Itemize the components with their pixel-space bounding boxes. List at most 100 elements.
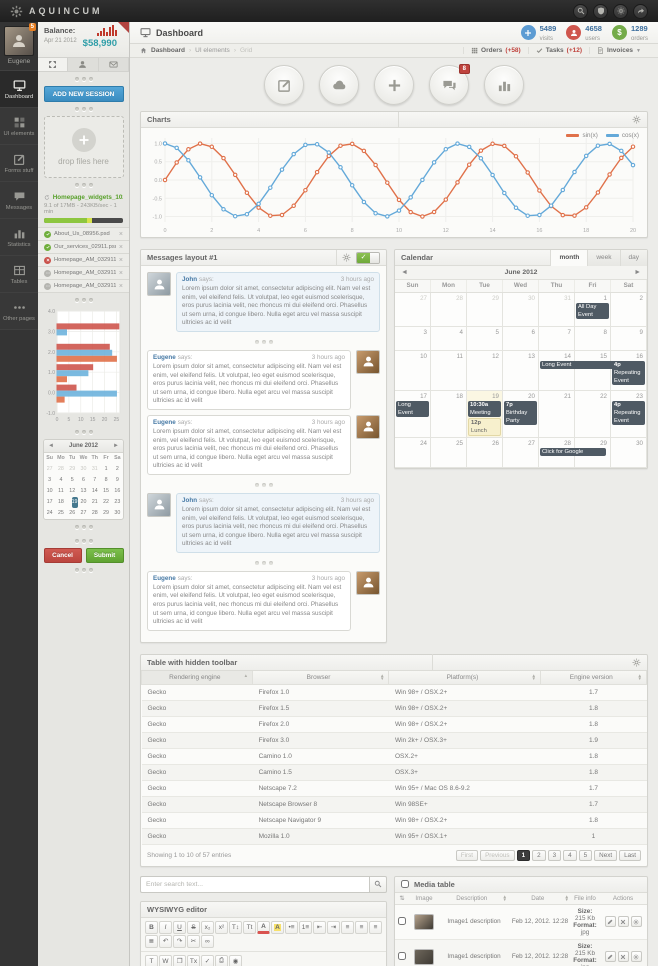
- calendar-tab-day[interactable]: day: [619, 249, 647, 266]
- page-button-5[interactable]: 5: [578, 849, 593, 861]
- calendar-day-cell[interactable]: 1 All Day Event: [575, 293, 611, 327]
- mini-calendar-day[interactable]: 17: [46, 499, 53, 505]
- share-button[interactable]: [633, 3, 648, 19]
- calendar-day-cell[interactable]: 13: [503, 351, 539, 391]
- quicklink-orders[interactable]: Orders (+58): [463, 47, 528, 54]
- mini-calendar-day[interactable]: 4: [59, 477, 63, 483]
- calendar-day-cell[interactable]: 3: [395, 327, 431, 351]
- calendar-day-cell[interactable]: 18: [431, 391, 467, 438]
- calendar-day-cell[interactable]: 19 10:30a Meeting 12p Lunch: [467, 391, 503, 438]
- delete-button[interactable]: [617, 916, 629, 928]
- sidebar-tab-person[interactable]: [68, 58, 99, 71]
- calendar-day-cell[interactable]: 27: [395, 293, 431, 327]
- remove-file-button[interactable]: ×: [118, 256, 123, 264]
- gear-icon[interactable]: [632, 658, 641, 667]
- search-button[interactable]: [573, 3, 588, 19]
- calendar-day-cell[interactable]: 21: [539, 391, 575, 438]
- calendar-day-cell[interactable]: 6: [503, 327, 539, 351]
- prev-month-arrow[interactable]: ◄: [48, 443, 54, 449]
- calendar-day-cell[interactable]: 24: [395, 438, 431, 468]
- mini-calendar-day[interactable]: 29: [103, 510, 110, 516]
- calendar-event[interactable]: 4p Repeating Event: [612, 361, 645, 385]
- next-month-arrow[interactable]: ►: [634, 269, 641, 276]
- mini-calendar-day[interactable]: 23: [114, 499, 121, 505]
- mini-calendar-day[interactable]: 14: [91, 488, 98, 494]
- remove-file-button[interactable]: ×: [118, 269, 123, 277]
- column-header-image[interactable]: Image: [409, 892, 439, 905]
- table-row[interactable]: Gecko Camino 1.5 OSX.3+ 1.8: [141, 764, 647, 781]
- edit-button[interactable]: [604, 916, 616, 928]
- mini-calendar-day[interactable]: 21: [91, 499, 98, 505]
- column-header-platform-s-[interactable]: Platform(s) ▲ ▼: [388, 670, 541, 685]
- page-button-1[interactable]: 1: [516, 849, 531, 861]
- mini-calendar-day[interactable]: 16: [114, 488, 121, 494]
- mini-calendar-day[interactable]: 19: [71, 497, 78, 508]
- media-description-link[interactable]: Image1 description: [439, 904, 509, 940]
- quicklink-invoices[interactable]: Invoices ▼: [589, 47, 648, 54]
- cut-button[interactable]: ✂: [187, 934, 200, 948]
- align-center-button[interactable]: ≡: [355, 920, 368, 934]
- calendar-day-cell[interactable]: 7: [539, 327, 575, 351]
- table-row[interactable]: Gecko Netscape Navigator 9 Win 98+ / OSX.2…: [141, 812, 647, 829]
- calendar-day-cell[interactable]: 30: [503, 293, 539, 327]
- breadcrumb-item[interactable]: Dashboard: [151, 47, 185, 54]
- undo-button[interactable]: ↶: [159, 934, 172, 948]
- cancel-button[interactable]: Cancel: [43, 548, 82, 563]
- calendar-event[interactable]: 12p Lunch: [468, 418, 501, 436]
- column-header-rendering-engine[interactable]: Rendering engine ▲: [140, 670, 254, 685]
- mini-calendar-day[interactable]: 20: [80, 499, 87, 505]
- calendar-day-cell[interactable]: 14 Long Event: [539, 351, 640, 391]
- calendar-day-cell[interactable]: 8: [575, 327, 611, 351]
- sidebar-item-messages[interactable]: Messages: [0, 182, 38, 219]
- calendar-tab-month[interactable]: month: [550, 249, 588, 266]
- edit-button[interactable]: [604, 951, 616, 963]
- page-button-2[interactable]: 2: [532, 849, 546, 861]
- calendar-event[interactable]: All Day Event: [576, 303, 609, 319]
- column-header-file-info[interactable]: File info: [571, 892, 599, 905]
- gear-button[interactable]: [613, 3, 628, 19]
- calendar-day-cell[interactable]: 28: [431, 293, 467, 327]
- mini-calendar-day[interactable]: 3: [48, 477, 52, 483]
- page-button-next[interactable]: Next: [594, 849, 618, 861]
- underline-button[interactable]: U: [173, 920, 186, 934]
- sidebar-item-tables[interactable]: Tables: [0, 256, 38, 293]
- table-row[interactable]: Gecko Firefox 3.0 Win 2k+ / OSX.3+ 1.9: [141, 732, 647, 749]
- messages-toggle[interactable]: ✓: [356, 251, 380, 264]
- gear-icon[interactable]: [342, 253, 351, 262]
- table-row[interactable]: Gecko Netscape 7.2 Win 95+ / Mac OS 8.6-9.…: [141, 780, 647, 797]
- column-header-engine-version[interactable]: Engine version ▲ ▼: [539, 670, 648, 685]
- calendar-day-cell[interactable]: 31: [539, 293, 575, 327]
- calendar-event[interactable]: 7p Birthday Party: [504, 401, 537, 425]
- mini-calendar-day[interactable]: 31: [91, 466, 98, 472]
- mini-calendar-day[interactable]: 27: [80, 510, 87, 516]
- table-row[interactable]: Gecko Camino 1.0 OSX.2+ 1.8: [141, 748, 647, 765]
- table-row[interactable]: Gecko Mozilla 1.0 Win 95+ / OSX.1+ 1: [141, 828, 647, 845]
- mini-calendar-day[interactable]: 15: [103, 488, 110, 494]
- highlight-button[interactable]: A: [271, 920, 284, 934]
- calendar-day-cell[interactable]: 11: [431, 351, 467, 391]
- calendar-day-cell[interactable]: 4: [431, 327, 467, 351]
- sidebar-tab-mail[interactable]: [99, 58, 129, 71]
- calendar-event[interactable]: Long Event: [396, 401, 429, 417]
- spellcheck-button[interactable]: ✓: [201, 954, 214, 966]
- align-justify-button[interactable]: ≣: [145, 934, 158, 948]
- font-family-button[interactable]: Tt: [243, 920, 256, 934]
- calendar-day-cell[interactable]: 27: [503, 438, 539, 468]
- sidebar-tab-expand[interactable]: [38, 58, 69, 71]
- column-header-description[interactable]: Description ▲ ▼: [439, 892, 509, 905]
- font-size-button[interactable]: T↕: [229, 920, 242, 934]
- mini-calendar-day[interactable]: 29: [69, 466, 76, 472]
- action-button-plus[interactable]: [374, 65, 414, 105]
- mini-calendar-day[interactable]: 12: [69, 488, 76, 494]
- preview-button[interactable]: ◉: [229, 954, 242, 966]
- mini-calendar-day[interactable]: 5: [70, 477, 74, 483]
- text-color-button[interactable]: A: [257, 920, 270, 934]
- breadcrumb-item[interactable]: UI elements: [195, 47, 230, 54]
- mini-calendar-day[interactable]: 27: [46, 466, 53, 472]
- calendar-day-cell[interactable]: 25: [431, 438, 467, 468]
- mini-calendar-day[interactable]: 7: [93, 477, 97, 483]
- add-new-session-button[interactable]: ADD NEW SESSION: [43, 86, 124, 102]
- select-all-checkbox[interactable]: [401, 880, 409, 889]
- calendar-day-cell[interactable]: 29: [467, 293, 503, 327]
- sidebar-item-dashboard[interactable]: Dashboard: [0, 71, 38, 108]
